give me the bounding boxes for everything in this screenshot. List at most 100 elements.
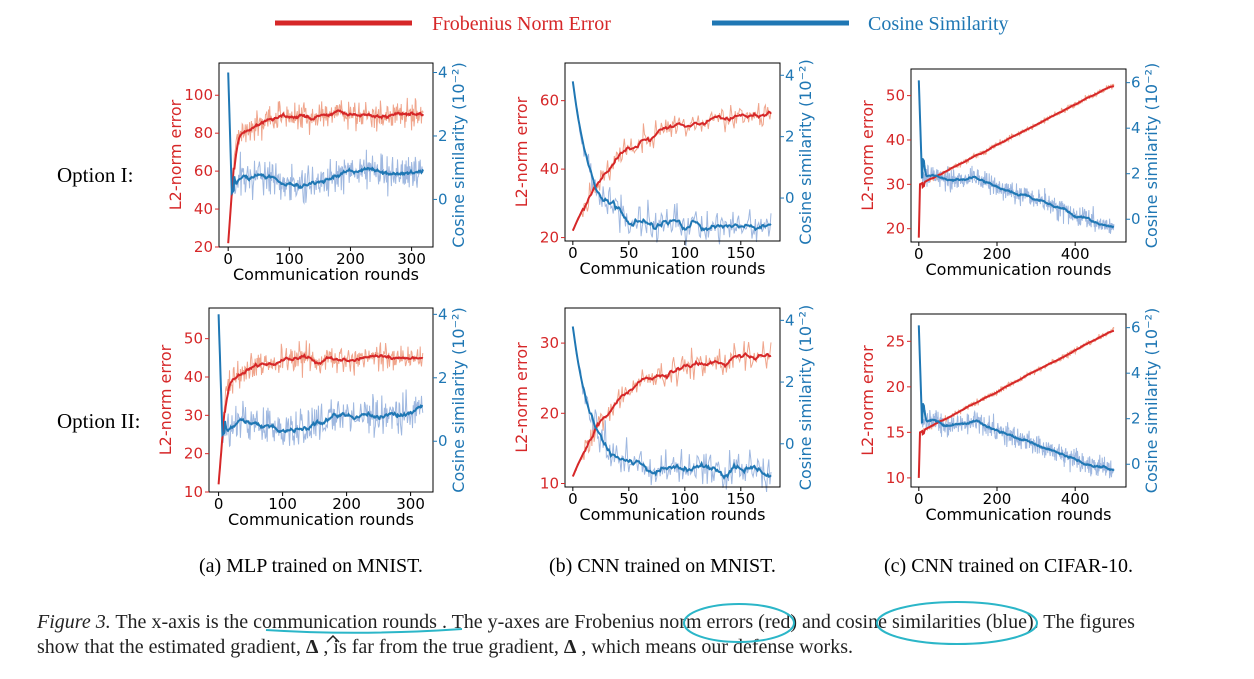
series-l2-raw	[918, 327, 1115, 478]
y-tick-label: 10	[886, 469, 905, 487]
y-tick-label: 30	[886, 175, 905, 193]
y2-tick-label: 4	[1131, 364, 1141, 382]
series-l2-smoothed	[227, 109, 425, 244]
y-tick-label: 10	[540, 474, 559, 492]
y2-tick-label: 4	[438, 305, 448, 323]
annotation-delta-hat-mark	[326, 634, 340, 643]
x-tick-label: 300	[397, 250, 426, 268]
series-l2-raw	[572, 341, 772, 477]
y-tick-label: 50	[184, 330, 203, 348]
x-tick-label: 200	[983, 245, 1012, 263]
subcaption-a: (a) MLP trained on MNIST.	[199, 555, 423, 577]
chart-panel-3: 0 200 400 20 30 40 50 0 2 4 6 Communication rounds L…	[858, 63, 1161, 279]
chart-panel-4: 0 100 200 300 10 20 30 40 50 0 2 4 Communication rou…	[156, 305, 468, 529]
series-cosine-raw	[918, 80, 1115, 234]
x-tick-label: 100	[670, 244, 699, 262]
series-l2-smoothed	[571, 110, 772, 232]
y2-tick-label: 0	[785, 189, 795, 207]
svg-text:show that the estimated gradie: show that the estimated gradient, Δ , is…	[37, 636, 853, 658]
figure-caption: Figure 3. The x-axis is the communicatio…	[36, 601, 1135, 658]
x-axis-label: Communication rounds	[580, 505, 766, 524]
y-tick-label: 20	[886, 378, 905, 396]
y-tick-label: 40	[184, 368, 203, 386]
caption-part-2: . The y-axes are Frobenius	[442, 611, 659, 633]
caption-line2-c: , which means our defense works.	[581, 636, 853, 658]
x-tick-label: 100	[275, 250, 304, 268]
chart-panel-2: 0 50 100 150 20 40 60 0 2 4 Communication rounds L2…	[512, 59, 815, 278]
y2-tick-label: 4	[785, 311, 795, 329]
y-axis-label: L2-norm error	[858, 345, 877, 456]
series-cosine-smoothed	[571, 81, 772, 232]
x-tick-label: 400	[1061, 245, 1090, 263]
y2-tick-label: 0	[1131, 455, 1141, 473]
y2-axis-label: Cosine similarity (10⁻²)	[449, 307, 468, 492]
series-cosine-smoothed	[571, 326, 772, 481]
plot-frame	[910, 313, 1127, 488]
caption-figure-label: Figure 3.	[36, 611, 111, 633]
series-cosine-raw	[572, 326, 772, 493]
series-l2-smoothed	[217, 353, 424, 485]
annotation-underline	[265, 628, 463, 634]
caption-line2-a: show that the estimated gradient,	[37, 636, 306, 658]
plot-frame	[910, 68, 1127, 243]
subcaption-c: (c) CNN trained on CIFAR-10.	[884, 555, 1133, 577]
y2-tick-label: 2	[1131, 410, 1141, 428]
caption-underlined-rounds: communication rounds	[253, 611, 437, 633]
plot-frame	[564, 62, 781, 242]
x-axis-label: Communication rounds	[926, 260, 1112, 279]
x-tick-label: 400	[1061, 490, 1090, 508]
y-tick-label: 80	[194, 124, 213, 142]
y2-tick-label: 0	[438, 432, 448, 450]
x-tick-label: 50	[619, 490, 638, 508]
series-cosine-smoothed	[917, 325, 1115, 472]
y2-tick-label: 6	[1131, 319, 1141, 337]
x-tick-label: 150	[726, 244, 755, 262]
y-tick-label: 20	[194, 238, 213, 256]
legend: Frobenius Norm Error Cosine Similarity	[275, 13, 1009, 35]
series-l2-smoothed	[571, 352, 772, 477]
series-l2-smoothed	[917, 85, 1115, 238]
y-tick-label: 40	[194, 200, 213, 218]
y2-axis-label: Cosine similarity (10⁻²)	[1142, 63, 1161, 248]
series-cosine-smoothed	[227, 72, 424, 196]
y2-axis-label: Cosine similarity (10⁻²)	[1142, 308, 1161, 493]
caption-line2-b: , is far from the true gradient,	[323, 636, 563, 658]
x-tick-label: 200	[983, 490, 1012, 508]
x-axis-label: Communication rounds	[926, 505, 1112, 524]
series-l2-raw	[218, 340, 424, 485]
series-cosine-raw	[918, 325, 1115, 479]
caption-part-3: (red) and	[758, 611, 836, 633]
y2-tick-label: 4	[1131, 119, 1141, 137]
y-axis-label: L2-norm error	[166, 99, 185, 210]
x-tick-label: 200	[332, 495, 361, 513]
chart-panel-1: 0 100 200 300 20 40 60 80 100 0 2 4 Communication ro…	[166, 62, 468, 284]
series-l2-smoothed	[917, 329, 1115, 478]
y2-tick-label: 0	[438, 190, 448, 208]
caption-cosine-similarities: cosine similarities	[836, 611, 981, 633]
plot-frame	[564, 307, 781, 488]
y-tick-label: 30	[540, 334, 559, 352]
plot-frame	[208, 307, 434, 493]
chart-panel-6: 0 200 400 10 15 20 25 0 2 4 6 Communication rounds L…	[858, 308, 1161, 524]
y2-tick-label: 2	[438, 127, 448, 145]
y-axis-label: L2-norm error	[858, 100, 877, 211]
x-tick-label: 100	[268, 495, 297, 513]
legend-cosine-label: Cosine Similarity	[868, 13, 1009, 35]
caption-part-4: (blue). The figures	[986, 611, 1135, 633]
x-tick-label: 0	[914, 245, 924, 263]
y-tick-label: 20	[540, 229, 559, 247]
x-tick-label: 300	[396, 495, 425, 513]
series-cosine-raw	[227, 72, 424, 205]
series-l2-raw	[572, 102, 772, 231]
y-axis-label: L2-norm error	[156, 344, 175, 455]
x-tick-label: 0	[214, 495, 224, 513]
y-tick-label: 50	[886, 87, 905, 105]
x-axis-label: Communication rounds	[580, 259, 766, 278]
x-tick-label: 0	[914, 490, 924, 508]
series-cosine-smoothed	[217, 314, 423, 438]
y2-tick-label: 4	[785, 66, 795, 84]
y2-tick-label: 6	[1131, 74, 1141, 92]
chart-panel-5: 0 50 100 150 10 20 30 0 2 4 Communication rounds L2…	[512, 305, 815, 524]
